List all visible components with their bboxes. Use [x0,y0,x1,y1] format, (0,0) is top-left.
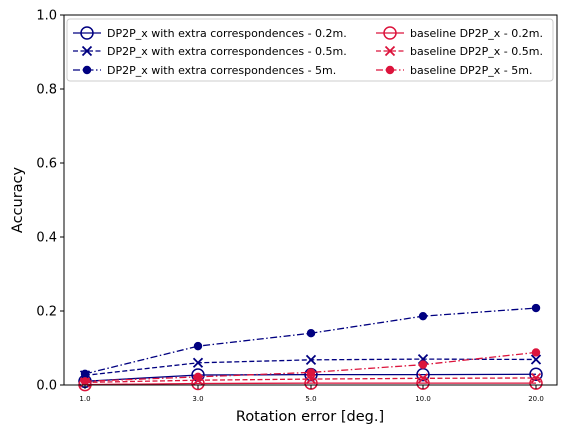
legend-entry-4: baseline DP2P_x - 0.2m. [376,26,543,40]
legend-label: DP2P_x with extra correspondences - 5m. [107,64,336,77]
y-tick-label: 0.6 [36,157,57,172]
data-point [193,341,203,351]
legend-marker [81,45,93,57]
data-point [306,328,316,338]
x-tick-label: 20.0 [528,395,544,403]
data-point [80,369,90,379]
legend-box [66,18,554,82]
legend-label: baseline DP2P_x - 0.2m. [410,27,543,40]
x-tick-label: 3.0 [192,395,203,403]
x-tick-label: 10.0 [415,395,431,403]
legend-marker [80,26,94,40]
legend-marker [383,26,397,40]
data-point [192,357,204,368]
data-point [80,377,90,386]
legend-label: baseline DP2P_x - 5m. [410,64,533,77]
y-tick-label: 0.4 [36,231,57,246]
legend-entry-3: DP2P_x with extra correspondences - 5m. [73,64,336,77]
series-line-4 [84,382,536,386]
data-point [305,373,317,385]
data-point [531,348,541,357]
data-point [530,354,542,365]
y-tick-label: 0.8 [36,83,57,98]
y-tick-label: 1.0 [36,9,57,24]
data-point [418,311,428,321]
x-tick-label: 5.0 [305,395,316,403]
data-point [306,368,316,377]
data-point [531,303,541,313]
data-point [304,376,318,390]
y-tick-label: 0.0 [36,379,57,394]
series-6 [80,348,541,386]
legend-label: DP2P_x with extra correspondences - 0.2m… [107,27,347,40]
series-3 [80,303,541,379]
legend-entry-6: baseline DP2P_x - 5m. [376,64,533,77]
data-point [193,372,203,382]
legend-entry-2: DP2P_x with extra correspondences - 0.5m… [73,45,347,58]
legend-marker [384,45,396,57]
legend-entry-5: baseline DP2P_x - 0.5m. [376,45,543,58]
legend-marker [385,65,395,75]
data-point [530,372,542,384]
legend-label: baseline DP2P_x - 0.5m. [410,45,543,58]
y-axis-title: Accuracy [10,166,26,233]
data-point [529,367,543,382]
legend: DP2P_x with extra correspondences - 0.2m… [66,18,554,82]
legend-entry-1: DP2P_x with extra correspondences - 0.2m… [73,26,347,40]
y-tick-label: 0.2 [36,305,57,320]
x-tick-label: 1.0 [79,395,90,403]
data-point [417,373,429,384]
legend-label: DP2P_x with extra correspondences - 0.5m… [107,45,347,58]
data-point [418,360,428,369]
legend-marker [82,65,92,75]
axes-layer: 0.0 0.2 0.4 0.6 0.8 1.0 1.0 3.0 5.0 10.0 20.0 [36,9,558,403]
data-point [305,354,317,365]
x-axis-title: Rotation error [deg.] [236,409,384,425]
